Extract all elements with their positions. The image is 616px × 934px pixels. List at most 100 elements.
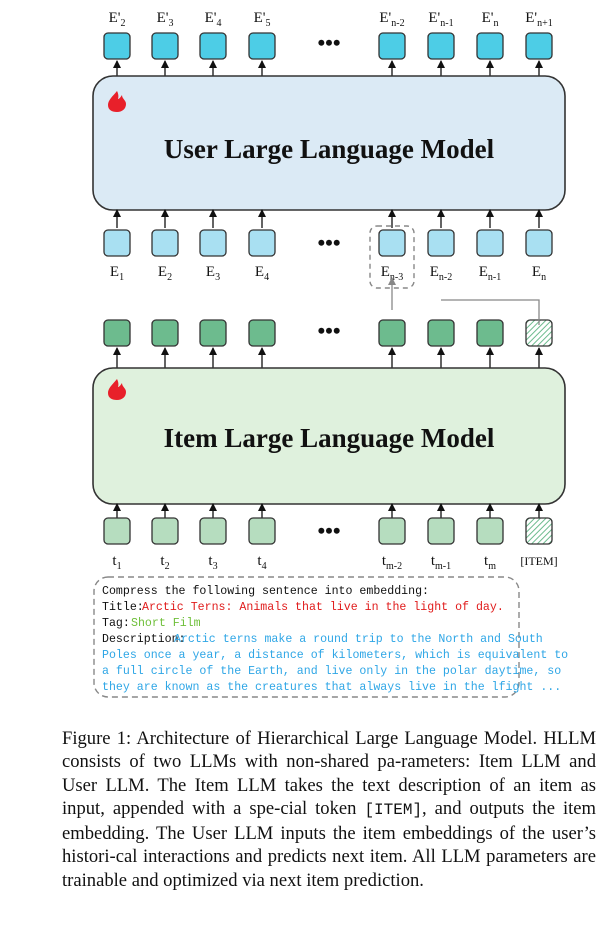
token-label-base: E' [525,10,537,26]
token-label-subscript: n-2 [391,18,404,29]
figure-caption: Figure 1: Architecture of Hierarchical L… [62,727,596,892]
text-input-token [248,517,276,545]
text-input-token [476,517,504,545]
text-input-token [378,517,406,545]
token-label-base: E' [379,10,391,26]
caption-text: Figure 1: Architecture of Hierarchical L… [62,728,596,819]
token-label-base: E [430,264,439,280]
output-embedding-token [103,32,131,60]
token-label-subscript: 2 [120,18,125,29]
prompt-description-text: they are known as the creatures that alw… [102,681,561,694]
token-label-base: t [431,553,436,569]
token-label-base: E' [428,10,440,26]
token-label-subscript: n [541,272,546,283]
output-embedding-token [427,32,455,60]
item-llm-output-token [378,319,406,347]
item-embedding-input-token [378,229,406,257]
output-embedding-token [476,32,504,60]
output-embedding-token [151,32,179,60]
token-label-base: t [208,553,213,569]
prompt-description-text: Poles once a year, a distance of kilomet… [102,649,568,662]
item-embedding-input-token [103,229,131,257]
text-token-label: tm-2 [382,553,402,572]
output-embedding-token [248,32,276,60]
ellipsis: ••• [317,318,340,343]
flame-icon [108,91,126,112]
token-label-base: E [158,264,167,280]
item-llm-output-token [199,319,227,347]
token-label-base: E [532,264,541,280]
item-embedding-input-token [151,229,179,257]
prompt-description-text: a full circle of the Earth, and live onl… [102,665,561,678]
text-input-token [199,517,227,545]
token-label-subscript: 1 [117,561,122,572]
item-llm-output-token [427,319,455,347]
text-token-label: [ITEM] [520,554,557,568]
flame-icon [108,379,126,400]
ellipsis: ••• [317,230,340,255]
token-label-subscript: n-1 [488,272,501,283]
item-llm-output-token [151,319,179,347]
token-label-subscript: 3 [168,18,173,29]
item-special-token [525,517,553,545]
prompt-tag-value: Short Film [131,617,201,630]
token-label-base: E' [157,10,169,26]
token-label-subscript: 4 [216,18,221,29]
token-label-base: t [382,553,387,569]
item-llm-output-token [103,319,131,347]
input-token-label: En-1 [479,264,502,283]
prompt-box [93,576,520,698]
prompt-description-label: Description: [102,633,186,646]
item-llm-box [92,367,566,505]
user-llm-box [92,75,566,211]
ellipsis: ••• [317,30,340,55]
prompt-instruction: Compress the following sentence into emb… [102,585,429,598]
token-label-subscript: 4 [264,272,269,283]
output-token-label: E'n-1 [428,10,453,29]
prompt-tag-line: Tag: Short Film [102,617,201,630]
token-label-base: E [206,264,215,280]
output-token-label: E'5 [254,10,271,29]
token-label-base: t [112,553,117,569]
text-input-token [103,517,131,545]
input-token-label: E4 [255,264,269,283]
token-label-subscript: m [488,561,496,572]
token-label-base: t [160,553,165,569]
token-label-subscript: 2 [167,272,172,283]
item-llm-input-tokens: t1 t2 t3 t4 tm-2 tm-1 tm [ITEM]••• [103,503,558,572]
user-llm-input-tokens: E1 E2 E3 E4 En-3 En-2 En-1 En••• [103,209,553,283]
input-token-label: En-3 [381,264,404,283]
item-embedding-connector [441,299,540,325]
user-llm-title: User Large Language Model [164,134,495,164]
token-label-subscript: n-3 [390,272,403,283]
ellipsis: ••• [317,518,340,543]
caption-text: , and outputs the item embedding. The Us… [62,797,596,891]
token-label-base: E' [109,10,121,26]
user-llm-output-tokens: E'2 E'3 E'4 E'5 E'n-2 E'n-1 E'n E'n+1••• [103,10,553,76]
highlight-frame [369,225,415,289]
token-label-subscript: m-2 [386,561,402,572]
output-embedding-token [378,32,406,60]
item-embedding-input-token [248,229,276,257]
token-label-subscript: n+1 [537,18,553,29]
token-label-base: E [381,264,390,280]
item-embedding-input-token [199,229,227,257]
token-label-subscript: 3 [215,272,220,283]
prompt-title-value: Arctic Terns: Animals that live in the l… [142,601,504,614]
token-label-base: E' [482,10,494,26]
output-embedding-token [525,32,553,60]
token-label-subscript: n-2 [439,272,452,283]
input-token-label: E1 [110,264,124,283]
output-token-label: E'3 [157,10,174,29]
item-embedding-input-token [476,229,504,257]
token-label-base: E [110,264,119,280]
item-embedding-input-token [525,229,553,257]
token-label-subscript: m-1 [435,561,451,572]
token-label-base: t [484,553,489,569]
text-token-label: t2 [160,553,169,572]
text-input-token [427,517,455,545]
input-token-label: En [532,264,546,283]
text-token-label: tm-1 [431,553,451,572]
text-token-label: t3 [208,553,217,572]
